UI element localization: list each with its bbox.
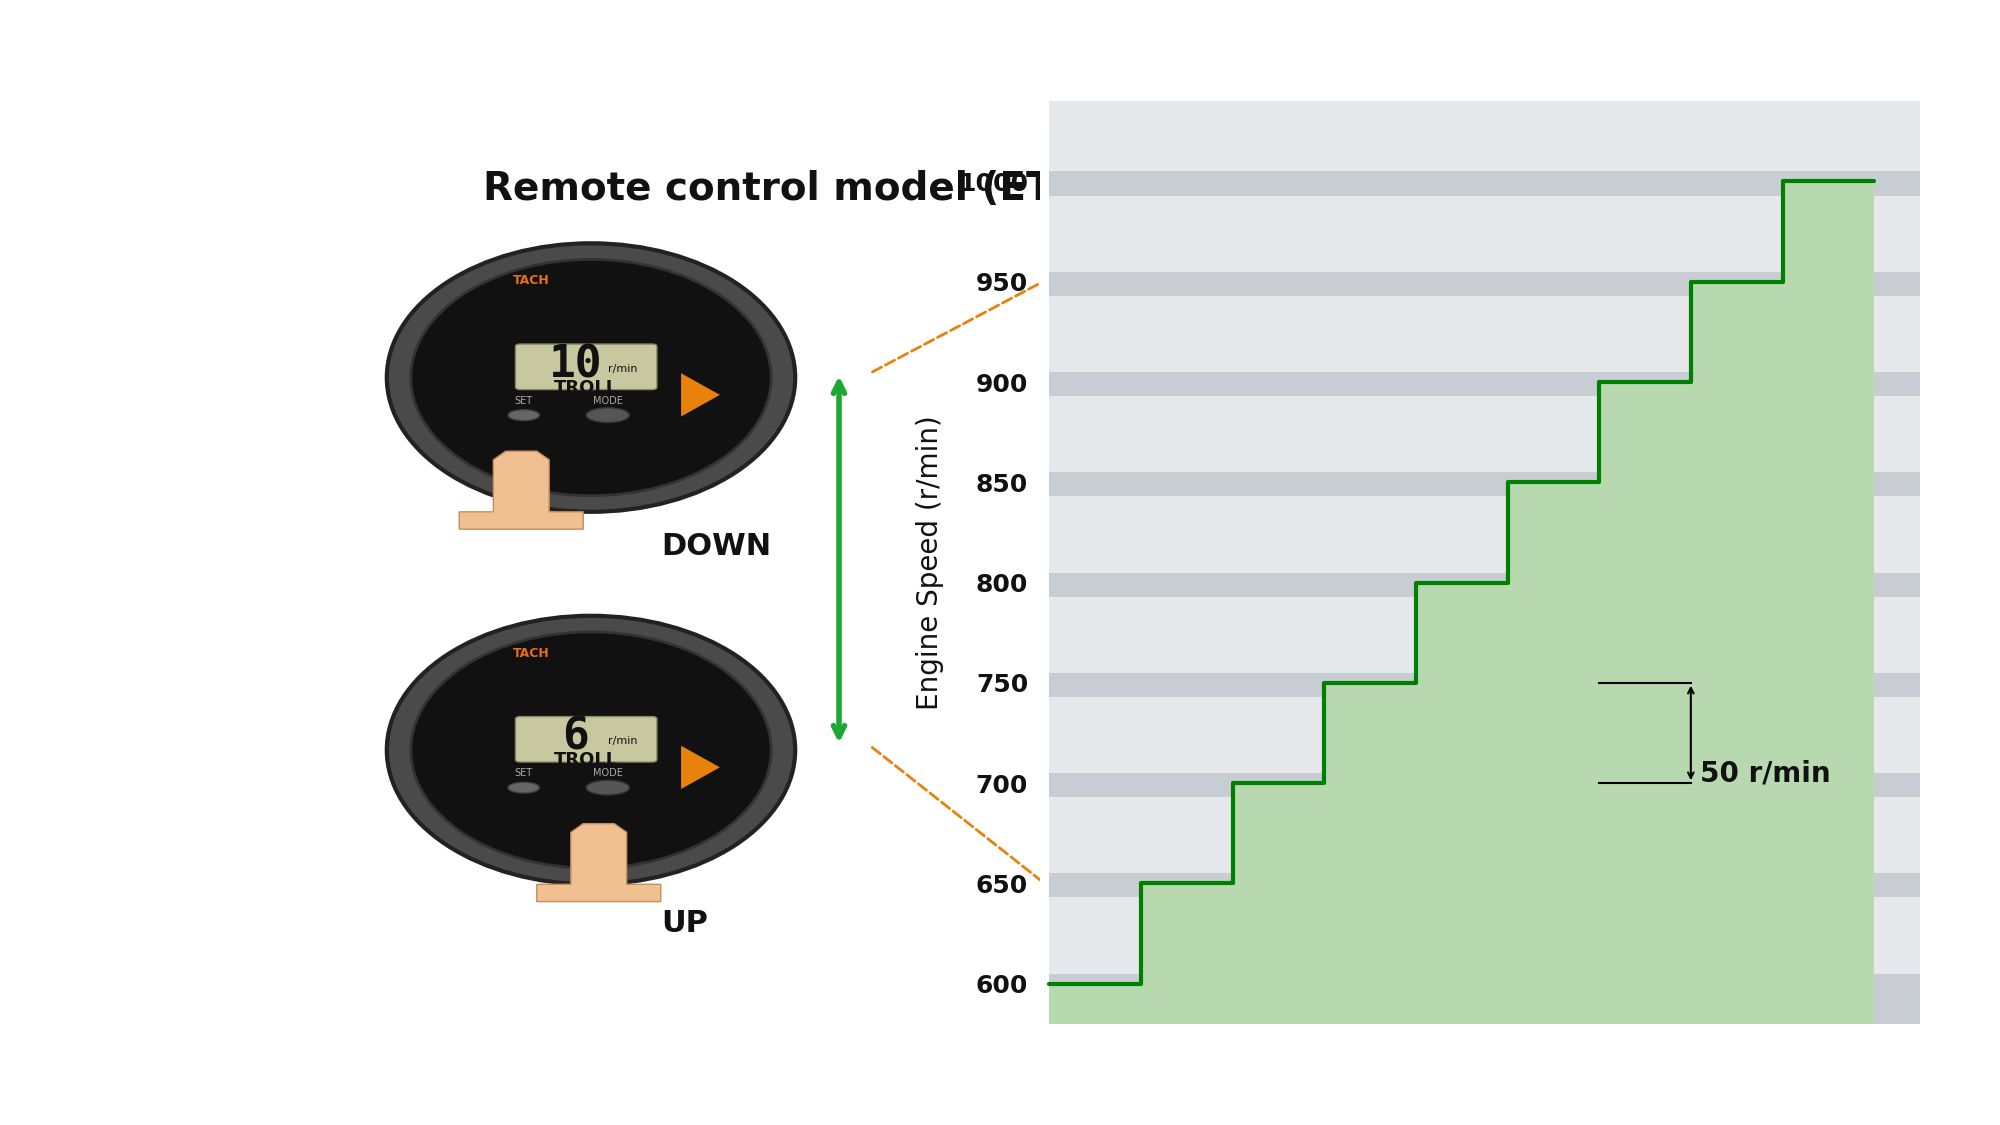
Text: 10: 10 (548, 343, 602, 386)
Text: SET: SET (514, 396, 532, 406)
Text: UP: UP (660, 909, 708, 938)
Bar (1050, 898, 1920, 973)
Text: DOWN: DOWN (660, 532, 770, 561)
Polygon shape (460, 451, 584, 529)
Bar (1050, 96, 1920, 171)
Ellipse shape (386, 615, 796, 884)
Text: TACH: TACH (512, 274, 550, 287)
Polygon shape (682, 374, 720, 416)
Text: TACH: TACH (512, 647, 550, 660)
Ellipse shape (586, 781, 630, 795)
Text: TROLL: TROLL (554, 752, 618, 770)
Text: Remote control model (ET): Remote control model (ET) (484, 170, 1070, 208)
Text: r/min: r/min (608, 736, 638, 746)
Text: SET: SET (514, 768, 532, 778)
Text: 6: 6 (562, 716, 588, 758)
Bar (1050, 798, 1920, 873)
Text: TROLL: TROLL (554, 379, 618, 397)
Ellipse shape (410, 260, 772, 496)
Ellipse shape (410, 632, 772, 869)
Ellipse shape (508, 410, 540, 421)
Polygon shape (536, 824, 660, 901)
Bar (1050, 496, 1920, 573)
Bar (1050, 296, 1920, 372)
Text: r/min: r/min (608, 363, 638, 374)
Ellipse shape (586, 407, 630, 423)
Text: MODE: MODE (592, 768, 622, 778)
Ellipse shape (386, 243, 796, 512)
Text: 50 r/min: 50 r/min (1700, 759, 1830, 787)
Polygon shape (1050, 181, 1874, 1024)
Y-axis label: Engine Speed (r/min): Engine Speed (r/min) (916, 415, 944, 710)
Ellipse shape (508, 782, 540, 793)
Text: MODE: MODE (592, 396, 622, 406)
Bar (1050, 696, 1920, 773)
Bar (1050, 396, 1920, 472)
Polygon shape (682, 746, 720, 789)
Bar (1050, 196, 1920, 272)
FancyBboxPatch shape (516, 344, 656, 389)
Bar (1050, 596, 1920, 673)
FancyBboxPatch shape (516, 717, 656, 762)
